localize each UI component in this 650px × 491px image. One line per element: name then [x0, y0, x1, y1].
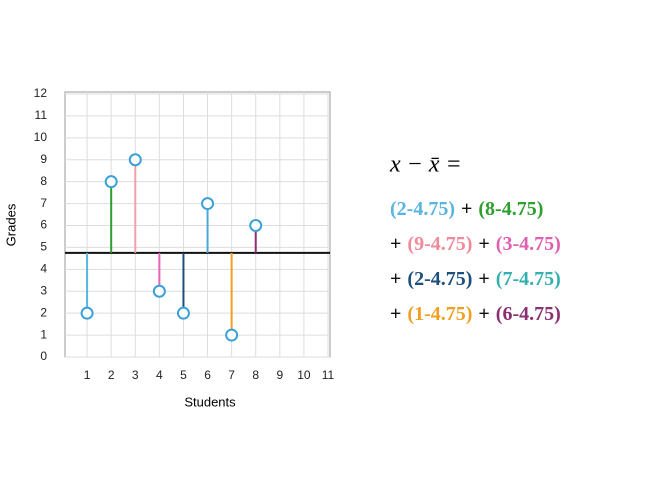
- y-tick-label: 3: [40, 283, 47, 297]
- y-tick-label: 6: [40, 218, 47, 232]
- formula-line: + (1-4.75) + (6-4.75): [390, 303, 561, 325]
- point: [80, 306, 94, 320]
- formula-line: (2-4.75) + (8-4.75): [390, 198, 543, 220]
- formula-plus: +: [478, 233, 489, 255]
- y-tick-label: 7: [40, 196, 47, 210]
- x-tick-label: 1: [84, 368, 91, 382]
- x-axis-label: Students: [184, 394, 236, 409]
- formula-plus: +: [390, 233, 401, 255]
- formula-plus: +: [461, 198, 472, 220]
- y-tick-label: 12: [34, 86, 48, 100]
- x-tick-label: 9: [276, 368, 283, 382]
- y-tick-label: 0: [40, 349, 47, 363]
- formula-plus: +: [390, 303, 401, 325]
- x-tick-label: 2: [108, 368, 115, 382]
- x-tick-label: 10: [297, 368, 311, 382]
- formula-plus: +: [478, 268, 489, 290]
- y-tick-label: 8: [40, 174, 47, 188]
- point: [176, 306, 190, 320]
- formula-term: (8-4.75): [478, 198, 543, 220]
- formula-plus: +: [478, 303, 489, 325]
- x-tick-label: 3: [132, 368, 139, 382]
- point: [128, 153, 142, 167]
- formula-term: (3-4.75): [496, 233, 561, 255]
- x-tick-label: 8: [252, 368, 259, 382]
- x-tick-label: 6: [204, 368, 211, 382]
- y-tick-label: 10: [34, 130, 48, 144]
- x-tick-label: 7: [228, 368, 235, 382]
- formula-term: (7-4.75): [496, 268, 561, 290]
- point: [152, 284, 166, 298]
- formula-term: (9-4.75): [407, 233, 472, 255]
- formula-lhs: x − x̄ =: [389, 152, 462, 178]
- x-tick-label: 4: [156, 368, 163, 382]
- point: [225, 328, 239, 342]
- y-tick-label: 11: [35, 108, 48, 122]
- formula-term: (2-4.75): [407, 268, 472, 290]
- formula-term: (2-4.75): [390, 198, 455, 220]
- formula-term: (6-4.75): [496, 303, 561, 325]
- point: [249, 219, 263, 232]
- formula-plus: +: [390, 268, 401, 290]
- y-tick-label: 4: [40, 262, 47, 276]
- y-axis-label: Grades: [3, 203, 18, 246]
- y-tick-label: 2: [40, 305, 47, 319]
- formula-term: (1-4.75): [407, 303, 472, 325]
- x-tick-label: 11: [322, 368, 335, 382]
- y-tick-label: 5: [40, 240, 47, 254]
- formula-line: + (9-4.75) + (3-4.75): [390, 233, 561, 255]
- y-tick-label: 1: [40, 327, 47, 341]
- formula-line: + (2-4.75) + (7-4.75): [390, 268, 561, 290]
- x-tick-label: 5: [180, 368, 187, 382]
- point: [201, 197, 215, 211]
- y-tick-label: 9: [40, 152, 47, 166]
- point: [104, 175, 118, 189]
